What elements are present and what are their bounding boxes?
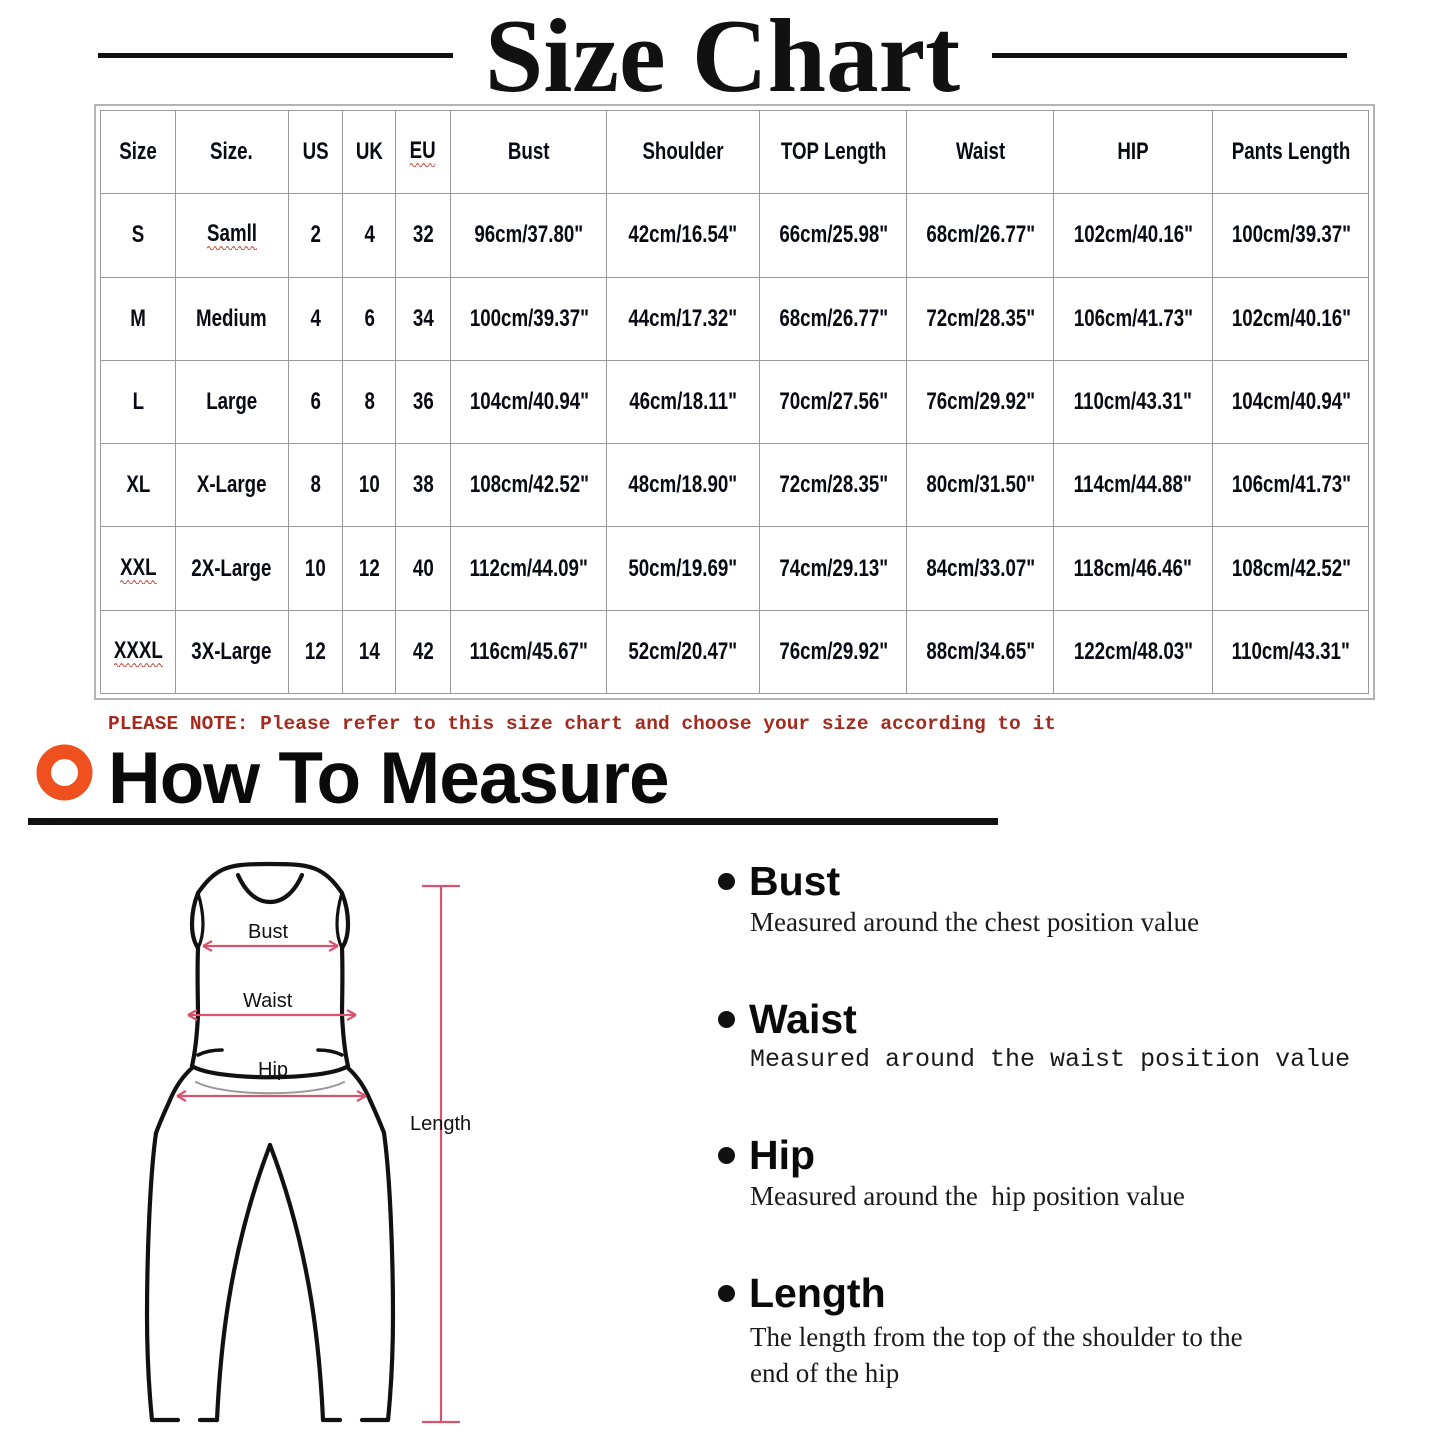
svg-text:Bust: Bust <box>248 921 288 943</box>
svg-text:Hip: Hip <box>258 1059 288 1081</box>
svg-text:Length: Length <box>410 1113 470 1135</box>
svg-text:Waist: Waist <box>243 990 293 1012</box>
